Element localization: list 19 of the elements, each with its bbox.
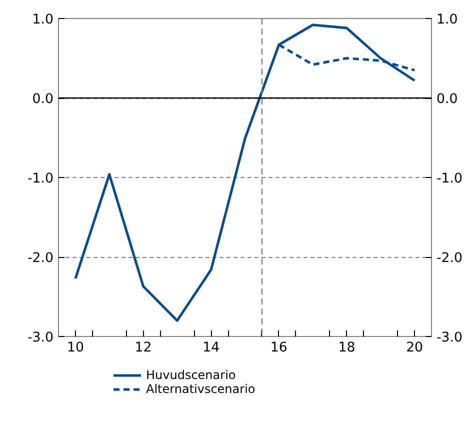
x-tick-label: 18 bbox=[338, 340, 356, 356]
line-series bbox=[74, 24, 416, 322]
y-tick-label: -3.0 bbox=[27, 330, 54, 346]
y2-tick-label: 0.0 bbox=[436, 92, 458, 107]
y-tick-label: 0.0 bbox=[32, 92, 54, 107]
legend-label: Huvudscenario bbox=[146, 368, 236, 382]
x-tick-label: 14 bbox=[202, 340, 220, 356]
y2-tick-label: -2.0 bbox=[436, 251, 463, 266]
x-tick-label: 10 bbox=[66, 340, 84, 356]
y-tick-label: -2.0 bbox=[27, 251, 54, 266]
x-tick-label: 20 bbox=[406, 340, 424, 356]
y2-tick-label: -3.0 bbox=[436, 330, 463, 346]
x-tick-label: 16 bbox=[270, 340, 288, 356]
y2-tick-label: 1.0 bbox=[436, 12, 458, 28]
y-tick-label: -1.0 bbox=[27, 172, 54, 186]
x-tick-label: 12 bbox=[134, 340, 152, 356]
y2-tick-label: -1.0 bbox=[436, 172, 463, 186]
y-tick-label: 1.0 bbox=[32, 12, 54, 28]
legend-label: Alternativscenario bbox=[146, 382, 256, 396]
